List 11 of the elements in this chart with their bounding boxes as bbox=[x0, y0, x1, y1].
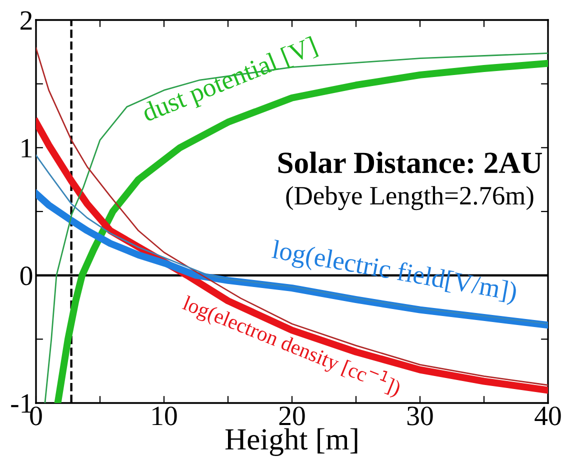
x-axis-title: Height [m] bbox=[225, 428, 358, 456]
x-tick-label: 20 bbox=[279, 406, 305, 426]
annotation: (Debye Length=2.76m) bbox=[286, 186, 534, 210]
y-tick-label: 2 bbox=[20, 11, 32, 30]
y-tick-label: 1 bbox=[22, 138, 32, 158]
annotation: Solar Distance: 2AU bbox=[278, 152, 542, 174]
x-tick-label: 40 bbox=[534, 406, 561, 426]
x-tick-label: 10 bbox=[152, 406, 177, 426]
y-tick-label: 0 bbox=[20, 266, 32, 286]
y-tick-label: -1 bbox=[11, 394, 32, 413]
x-tick-label: 30 bbox=[407, 406, 433, 426]
